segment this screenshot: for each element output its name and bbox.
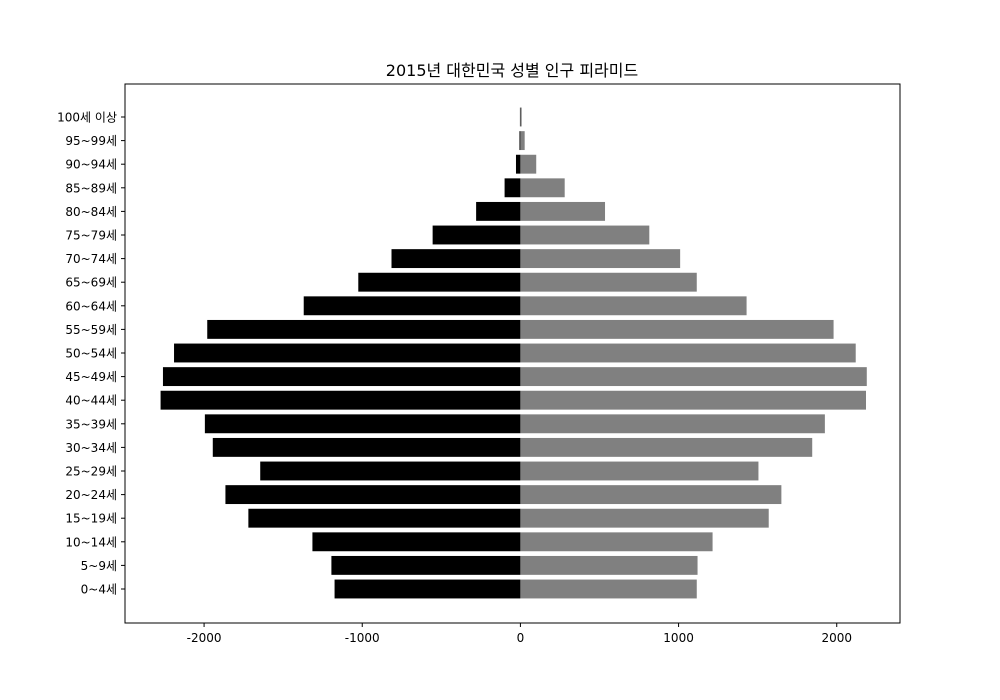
bar-series2-8	[520, 390, 866, 410]
y-tick-label: 75~79세	[65, 229, 117, 243]
x-tick-label: -2000	[187, 631, 222, 645]
bar-series2-17	[520, 178, 565, 198]
y-tick-label: 55~59세	[65, 323, 117, 337]
bar-series2-7	[520, 414, 825, 434]
bar-series1-16	[476, 201, 521, 221]
bar-series1-5	[260, 461, 521, 481]
bar-series1-8	[160, 390, 521, 410]
bar-series1-18	[515, 154, 521, 174]
bar-series1-12	[303, 296, 521, 316]
bar-series1-1	[331, 555, 521, 575]
y-tick-label: 5~9세	[81, 559, 117, 573]
bar-series2-15	[520, 225, 650, 245]
bar-series2-2	[520, 532, 713, 552]
bar-series2-10	[520, 343, 856, 363]
bar-series2-12	[520, 296, 747, 316]
y-tick-label: 35~39세	[65, 417, 117, 431]
x-axis-ticks: -2000 -1000 0 1000 2000	[187, 623, 852, 645]
bars-group	[160, 107, 867, 599]
y-tick-label: 80~84세	[65, 205, 117, 219]
bar-series2-20	[520, 107, 522, 127]
bar-series1-17	[504, 178, 521, 198]
y-tick-label: 40~44세	[65, 394, 117, 408]
bar-series2-18	[520, 154, 537, 174]
bar-series1-13	[358, 272, 521, 292]
bar-series1-3	[248, 508, 521, 528]
y-tick-label: 30~34세	[65, 441, 117, 455]
y-tick-label: 70~74세	[65, 252, 117, 266]
bar-series2-19	[520, 131, 525, 151]
bar-series1-9	[162, 367, 521, 387]
y-tick-label: 25~29세	[65, 465, 117, 479]
bar-series1-2	[312, 532, 521, 552]
y-tick-label: 90~94세	[65, 158, 117, 172]
chart-title: 2015년 대한민국 성별 인구 피라미드	[386, 61, 638, 80]
bar-series2-3	[520, 508, 769, 528]
bar-series2-11	[520, 319, 834, 339]
y-tick-label: 20~24세	[65, 488, 117, 502]
bar-series1-7	[204, 414, 521, 434]
x-tick-label: 0	[517, 631, 525, 645]
y-tick-label: 0~4세	[81, 583, 117, 597]
bar-series1-15	[432, 225, 521, 245]
y-tick-label: 10~14세	[65, 535, 117, 549]
bar-series2-1	[520, 555, 698, 575]
bar-series2-5	[520, 461, 759, 481]
y-tick-label: 15~19세	[65, 512, 117, 526]
x-tick-label: 1000	[663, 631, 694, 645]
y-tick-label: 45~49세	[65, 370, 117, 384]
bar-series2-13	[520, 272, 697, 292]
bar-series2-0	[520, 579, 697, 599]
y-axis-ticks: 0~4세 5~9세 10~14세 15~19세 20~24세 25~29세 30~34세 35…	[57, 111, 125, 597]
x-tick-label: 2000	[821, 631, 852, 645]
y-tick-label: 50~54세	[65, 347, 117, 361]
bar-series1-19	[519, 131, 521, 151]
bar-series1-14	[391, 249, 521, 269]
bar-series2-16	[520, 201, 606, 221]
x-tick-label: -1000	[345, 631, 380, 645]
bar-series2-9	[520, 367, 867, 387]
y-tick-label: 85~89세	[65, 181, 117, 195]
bar-series2-4	[520, 485, 782, 505]
y-tick-label: 60~64세	[65, 299, 117, 313]
bar-series1-4	[225, 485, 521, 505]
bar-series1-10	[174, 343, 521, 363]
bar-series2-6	[520, 437, 813, 457]
plot-frame	[124, 83, 901, 624]
bar-series1-0	[334, 579, 521, 599]
bar-series1-11	[207, 319, 521, 339]
y-tick-label: 95~99세	[65, 134, 117, 148]
y-tick-label: 100세 이상	[57, 111, 117, 125]
bar-series2-14	[520, 249, 681, 269]
y-tick-label: 65~69세	[65, 276, 117, 290]
bar-series1-6	[212, 437, 521, 457]
